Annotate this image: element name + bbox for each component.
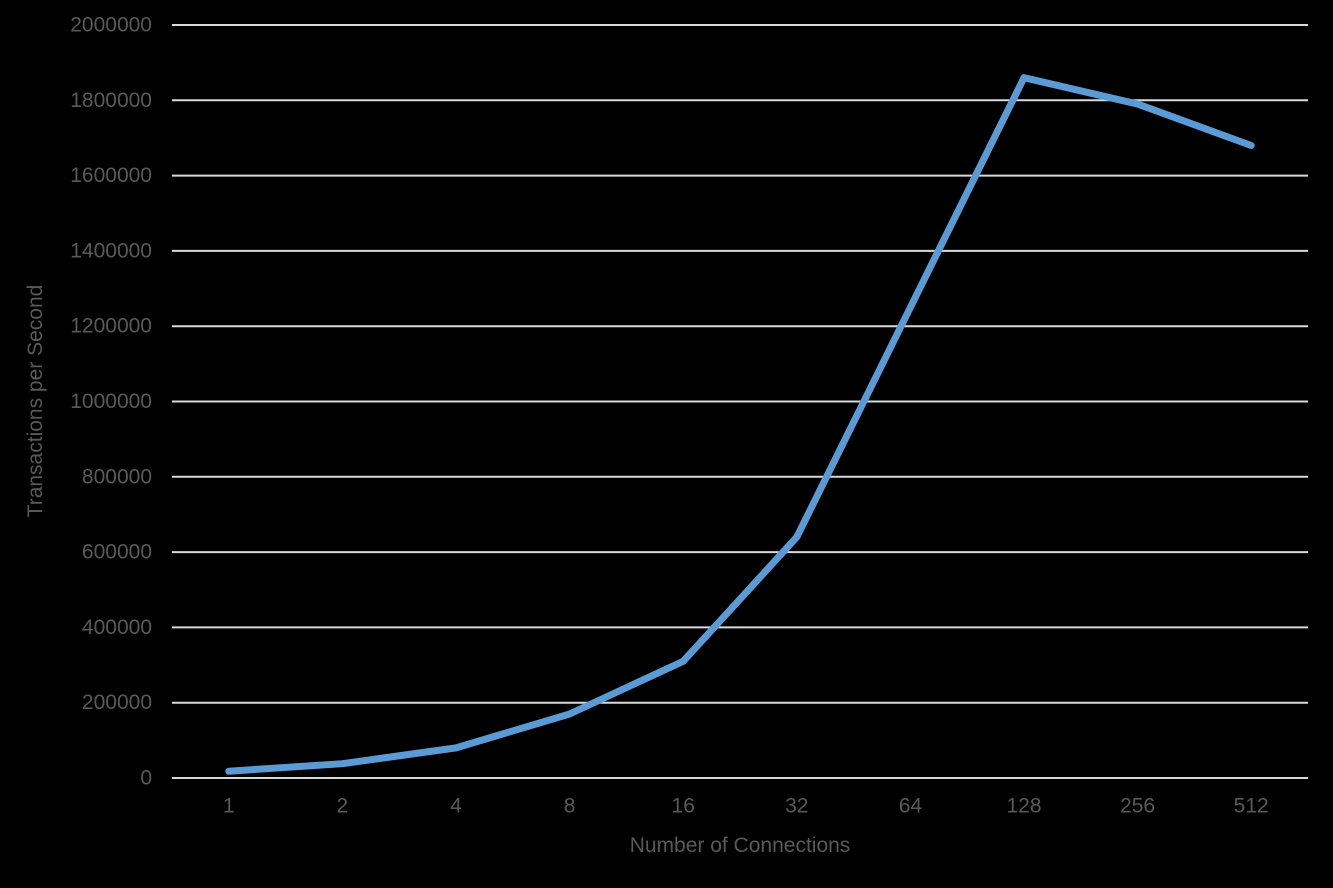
y-tick-label: 1800000 (70, 89, 152, 112)
x-tick-label: 128 (1006, 795, 1041, 818)
x-tick-label: 32 (785, 795, 808, 818)
y-tick-label: 1200000 (70, 315, 152, 338)
y-tick-label: 400000 (82, 616, 152, 639)
y-tick-label: 800000 (82, 465, 152, 488)
tick-labels-layer: 0 200000 400000 600000 800000 1000000 1200000 1… (70, 14, 1268, 818)
x-axis-title: Number of Connections (630, 834, 851, 857)
y-tick-label: 200000 (82, 691, 152, 714)
x-tick-label: 16 (672, 795, 695, 818)
y-tick-label: 600000 (82, 541, 152, 564)
y-tick-label: 0 (140, 767, 152, 790)
x-tick-label: 1 (223, 795, 235, 818)
x-tick-label: 8 (564, 795, 576, 818)
series-layer (225, 74, 1255, 775)
x-tick-label: 256 (1120, 795, 1155, 818)
x-tick-label: 512 (1234, 795, 1269, 818)
gridlines-layer (172, 24, 1308, 779)
y-axis-title: Transactions per Second (24, 285, 47, 518)
x-tick-label: 2 (337, 795, 349, 818)
y-tick-label: 1400000 (70, 239, 152, 262)
y-tick-label: 2000000 (70, 14, 152, 37)
x-tick-label: 4 (450, 795, 462, 818)
y-tick-label: 1600000 (70, 164, 152, 187)
y-tick-label: 1000000 (70, 390, 152, 413)
series-line (225, 74, 1255, 775)
x-tick-label: 64 (899, 795, 923, 818)
